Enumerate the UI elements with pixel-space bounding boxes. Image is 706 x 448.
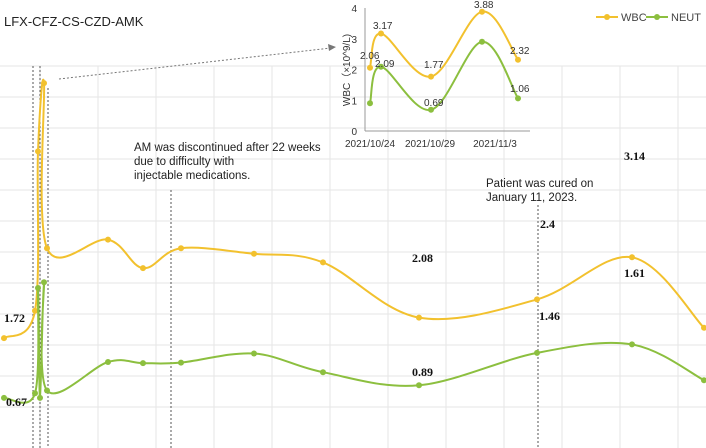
data-point-wbc: [1, 335, 7, 342]
legend-neut-marker: [654, 14, 660, 20]
inset-data-label-wbc: 3.88: [474, 0, 494, 11]
zoom-connector: [58, 47, 332, 80]
annotation-am-line-3: injectable medications.: [134, 170, 250, 182]
series-line-wbc: [3, 78, 705, 339]
inset-x-tick-label: 2021/11/3: [473, 139, 517, 150]
data-label-wbc: 2.4: [540, 217, 555, 231]
inset-y-ticks: 0 1 2 3 4: [351, 4, 357, 138]
data-point-wbc: [105, 236, 111, 243]
inset-data-point-wbc: [428, 73, 434, 80]
data-point-wbc: [41, 80, 47, 87]
data-point-neut: [37, 394, 43, 401]
data-label-wbc: 2.08: [412, 251, 433, 265]
inset-data-labels: 2.06 3.17 1.77 3.88 2.32 2.09 0.69 1.06: [360, 0, 530, 109]
main-data-labels: 1.72 2.08 2.4 3.14 0.67 0.89 1.46 1.61: [4, 149, 645, 409]
inset-data-point-neut: [367, 100, 373, 107]
annotation-am-line-1: AM was discontinued after 22 weeks: [134, 142, 321, 154]
data-point-neut: [251, 350, 257, 357]
data-point-neut: [35, 285, 41, 291]
data-point-neut: [41, 279, 47, 286]
inset-y-axis-label: WBC（×10^9/L): [341, 34, 353, 106]
data-point-wbc: [416, 314, 422, 321]
zoom-connector-arrowhead: [328, 44, 336, 51]
annotation-cured-line-2: January 11, 2023.: [486, 192, 577, 204]
inset-data-label-wbc: 2.06: [360, 51, 380, 62]
data-label-neut: 1.61: [624, 266, 645, 280]
legend-wbc-label: WBC: [621, 12, 647, 24]
data-point-wbc: [629, 254, 635, 261]
inset-data-label-neut: 1.06: [510, 84, 530, 95]
data-label-wbc: 1.72: [4, 311, 25, 325]
chart-title: LFX-CFZ-CS-CZD-AMK: [4, 14, 144, 29]
inset-x-ticks: 2021/10/24 2021/10/29 2021/11/3: [345, 139, 517, 150]
data-point-neut: [701, 377, 706, 384]
inset-y-tick-label: 0: [351, 127, 357, 138]
main-series-group: [1, 78, 706, 404]
inset-x-tick-label: 2021/10/29: [405, 139, 455, 150]
inset-data-label-wbc: 2.32: [510, 46, 530, 57]
inset-data-point-wbc: [367, 64, 373, 71]
data-label-wbc: 3.14: [624, 149, 645, 163]
data-point-neut: [32, 390, 38, 397]
annotation-am-discontinued: AM was discontinued after 22 weeks due t…: [134, 142, 324, 182]
annotation-patient-cured: Patient was cured on January 11, 2023.: [486, 178, 597, 204]
inset-data-point-neut: [378, 63, 384, 70]
data-point-wbc: [32, 307, 38, 314]
data-point-wbc: [178, 245, 184, 252]
data-point-neut: [629, 341, 635, 348]
inset-y-tick-label: 2: [351, 66, 357, 77]
inset-series-line-neut: [369, 40, 519, 111]
data-point-neut: [178, 359, 184, 366]
inset-series-group: [367, 8, 521, 113]
data-point-wbc: [251, 250, 257, 257]
data-point-neut: [105, 359, 111, 365]
inset-data-point-wbc: [479, 8, 485, 15]
annotation-cured-line-1: Patient was cured on: [486, 178, 593, 190]
data-point-wbc: [44, 245, 50, 252]
legend: WBC NEUT: [596, 12, 701, 24]
data-point-wbc: [534, 296, 540, 303]
inset-y-tick-label: 3: [351, 35, 357, 46]
data-point-neut: [44, 387, 50, 394]
inset-data-point-neut: [515, 95, 521, 102]
legend-wbc-marker: [604, 14, 610, 20]
chart-grid: [0, 65, 706, 448]
inset-data-point-wbc: [378, 30, 384, 37]
data-point-neut: [416, 382, 422, 389]
data-point-wbc: [701, 324, 706, 331]
inset-y-tick-label: 1: [351, 96, 357, 107]
data-point-wbc: [320, 259, 326, 266]
inset-x-tick-label: 2021/10/24: [345, 139, 395, 150]
inset-data-label-neut: 2.09: [375, 59, 395, 70]
inset-data-label-wbc: 1.77: [424, 60, 444, 71]
data-point-neut: [320, 369, 326, 376]
inset-data-label-wbc: 3.17: [373, 21, 393, 32]
inset-data-label-neut: 0.69: [424, 98, 444, 109]
legend-neut-label: NEUT: [671, 12, 701, 24]
data-point-wbc: [35, 148, 41, 155]
data-point-neut: [534, 349, 540, 356]
annotation-guide-lines: [32, 66, 539, 448]
data-label-neut: 0.89: [412, 365, 433, 379]
data-label-neut: 1.46: [539, 309, 560, 323]
data-point-neut: [140, 360, 146, 367]
annotation-am-line-2: due to difficulty with: [134, 156, 234, 168]
inset-y-tick-label: 4: [351, 4, 357, 15]
data-label-neut: 0.67: [6, 395, 27, 409]
inset-data-point-wbc: [515, 56, 521, 63]
inset-data-point-neut: [428, 106, 434, 113]
inset-data-point-neut: [479, 38, 485, 45]
data-point-wbc: [140, 265, 146, 272]
series-line-neut: [3, 281, 705, 404]
data-point-neut: [1, 394, 7, 401]
